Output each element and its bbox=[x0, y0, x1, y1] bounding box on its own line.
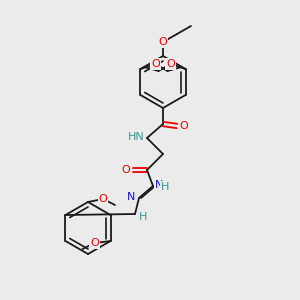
Text: O: O bbox=[180, 121, 188, 131]
Text: HN: HN bbox=[128, 132, 145, 142]
Text: N: N bbox=[155, 180, 164, 190]
Text: O: O bbox=[159, 37, 167, 47]
Text: H: H bbox=[139, 212, 147, 222]
Text: N: N bbox=[127, 192, 135, 202]
Text: O: O bbox=[166, 59, 175, 69]
Text: O: O bbox=[90, 238, 99, 248]
Text: O: O bbox=[122, 165, 130, 175]
Text: O: O bbox=[151, 59, 160, 69]
Text: O: O bbox=[99, 194, 107, 204]
Text: H: H bbox=[161, 182, 170, 192]
